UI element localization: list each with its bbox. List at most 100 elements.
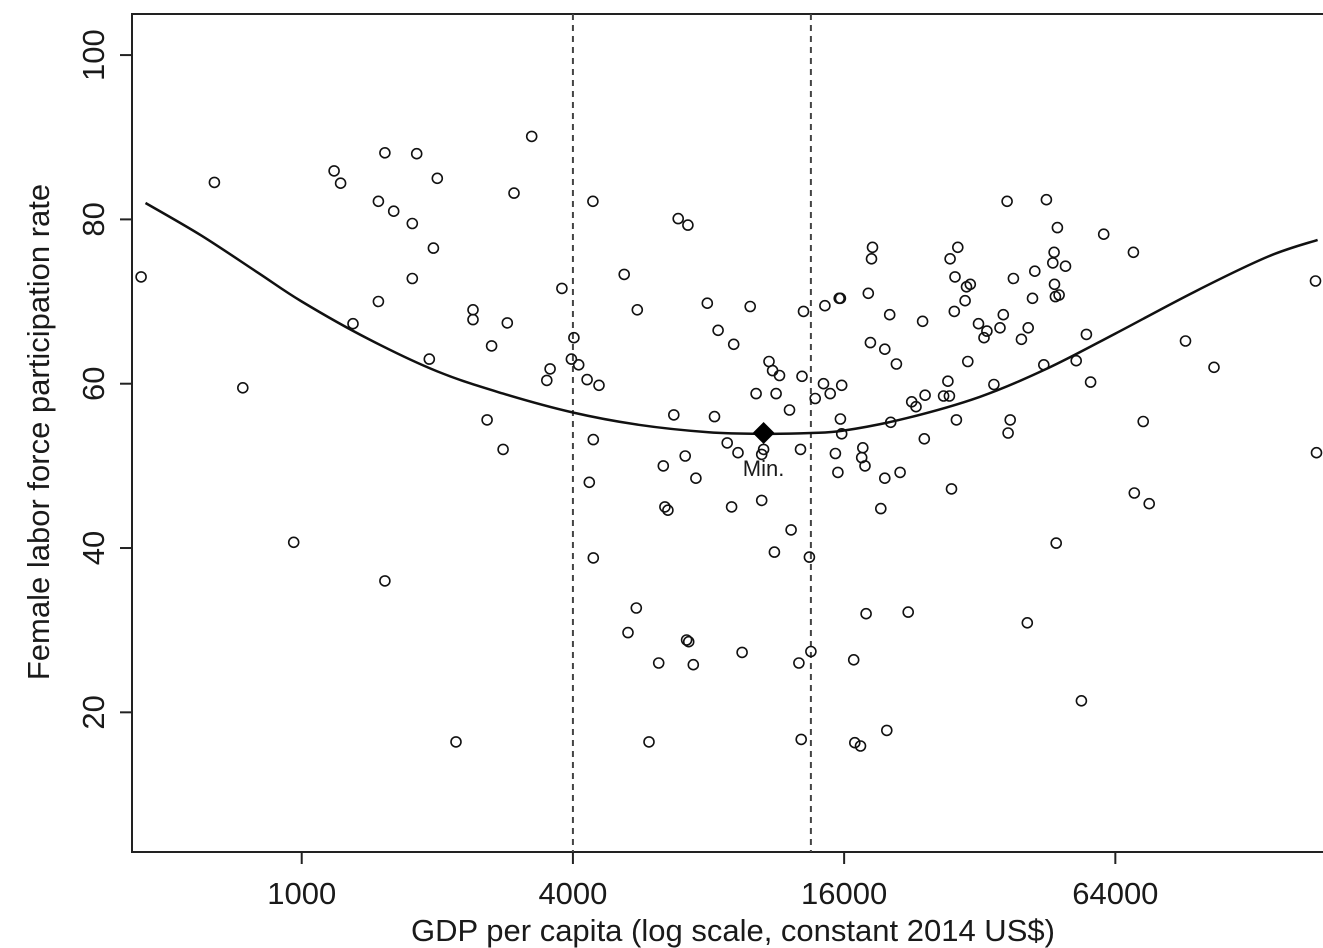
data-point bbox=[988, 378, 1000, 391]
data-point bbox=[682, 635, 695, 648]
data-point bbox=[919, 389, 931, 402]
data-point bbox=[727, 338, 740, 351]
plot-border bbox=[131, 13, 1323, 853]
x-tick-label: 4000 bbox=[538, 876, 607, 911]
data-point bbox=[467, 313, 479, 326]
data-point bbox=[880, 724, 893, 737]
data-point bbox=[878, 472, 891, 485]
data-point bbox=[659, 501, 671, 513]
data-point bbox=[1075, 694, 1088, 707]
data-point bbox=[682, 219, 694, 231]
data-point bbox=[1004, 414, 1017, 426]
data-point bbox=[856, 441, 869, 454]
data-point bbox=[878, 343, 891, 356]
data-point bbox=[662, 504, 674, 517]
data-point bbox=[994, 321, 1006, 334]
data-point bbox=[701, 297, 714, 310]
y-tick-label: 100 bbox=[76, 29, 111, 81]
data-point bbox=[859, 460, 871, 472]
data-point bbox=[657, 460, 670, 472]
data-point bbox=[725, 501, 738, 513]
data-point bbox=[847, 653, 860, 666]
data-point bbox=[501, 317, 514, 329]
y-tick-label: 20 bbox=[76, 695, 111, 729]
plot-frame bbox=[131, 13, 1323, 853]
data-point bbox=[387, 205, 400, 217]
minimum-marker-group: Min. bbox=[743, 422, 784, 481]
data-point bbox=[1143, 497, 1155, 510]
data-point bbox=[372, 295, 385, 308]
data-point bbox=[1053, 289, 1065, 301]
data-point bbox=[712, 324, 724, 337]
data-point bbox=[770, 387, 782, 400]
data-point bbox=[834, 292, 847, 305]
data-point bbox=[835, 427, 848, 440]
data-point bbox=[916, 315, 929, 328]
data-point bbox=[1002, 427, 1014, 439]
data-point bbox=[1128, 487, 1141, 499]
data-point bbox=[918, 432, 931, 445]
data-point bbox=[797, 305, 810, 318]
data-point bbox=[1097, 228, 1110, 240]
data-point bbox=[757, 443, 770, 456]
data-point bbox=[1048, 278, 1061, 291]
data-point bbox=[785, 524, 797, 536]
data-point bbox=[943, 390, 956, 402]
data-point bbox=[1137, 415, 1149, 428]
data-point bbox=[945, 483, 958, 495]
data-point bbox=[951, 241, 964, 254]
data-point bbox=[372, 195, 385, 208]
data-point bbox=[379, 147, 391, 159]
y-tick-label: 60 bbox=[76, 366, 111, 400]
data-point bbox=[829, 447, 842, 460]
data-point bbox=[819, 299, 831, 312]
data-point bbox=[544, 363, 556, 375]
data-point bbox=[862, 287, 875, 300]
data-point bbox=[964, 278, 977, 291]
data-point bbox=[1001, 195, 1013, 208]
data-point bbox=[379, 575, 391, 587]
data-point bbox=[1059, 260, 1072, 273]
data-point bbox=[848, 736, 861, 749]
data-point bbox=[997, 308, 1010, 321]
data-point bbox=[431, 172, 444, 185]
data-point bbox=[410, 147, 423, 160]
data-point bbox=[565, 353, 578, 365]
data-point bbox=[1007, 272, 1020, 285]
data-point bbox=[334, 177, 347, 189]
data-point bbox=[672, 212, 685, 225]
x-axis-title: GDP per capita (log scale, constant 2014… bbox=[411, 913, 1055, 948]
data-point bbox=[587, 433, 600, 446]
data-point bbox=[587, 552, 600, 564]
data-point bbox=[794, 443, 807, 456]
data-point bbox=[497, 443, 509, 456]
data-point bbox=[1026, 292, 1039, 305]
data-point bbox=[981, 325, 993, 337]
data-point bbox=[944, 252, 956, 265]
data-point bbox=[824, 387, 837, 400]
data-point bbox=[287, 536, 300, 549]
data-point bbox=[427, 242, 440, 254]
data-point bbox=[593, 379, 605, 392]
x-axis: 1000 4000 16000 64000 bbox=[267, 852, 1158, 911]
data-point bbox=[972, 317, 985, 330]
data-point bbox=[568, 331, 580, 344]
data-points bbox=[135, 130, 1323, 752]
data-point bbox=[937, 390, 950, 402]
data-point bbox=[805, 645, 817, 658]
data-point bbox=[1050, 537, 1062, 549]
data-point bbox=[835, 379, 848, 392]
data-point bbox=[1047, 257, 1059, 269]
data-point bbox=[721, 437, 734, 449]
data-point bbox=[817, 377, 830, 390]
data-point bbox=[1070, 354, 1082, 367]
data-point bbox=[854, 740, 867, 752]
data-point bbox=[866, 241, 879, 254]
data-point bbox=[406, 217, 419, 230]
data-point bbox=[1310, 446, 1323, 459]
data-point bbox=[679, 450, 692, 462]
data-point bbox=[796, 370, 808, 383]
data-point bbox=[950, 414, 963, 426]
data-point bbox=[708, 410, 721, 423]
data-point bbox=[902, 606, 915, 618]
